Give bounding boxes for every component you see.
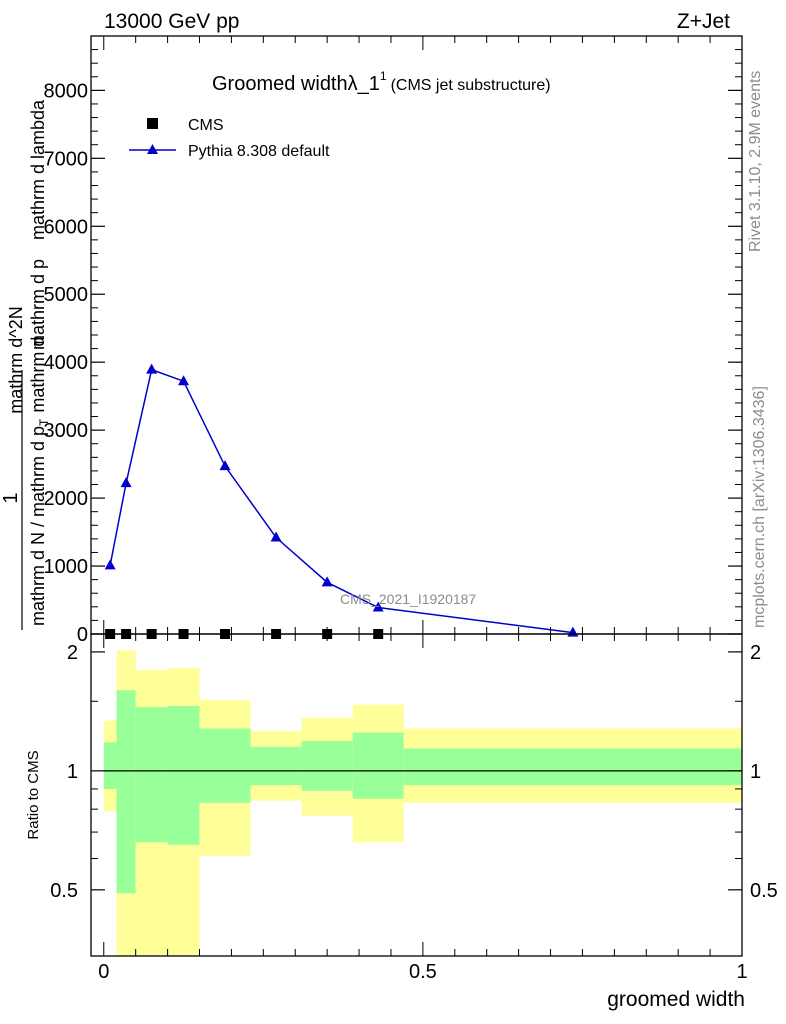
ratio-y-label: Ratio to CMS — [25, 750, 42, 839]
ratio-xtick-label-1: 0.5 — [409, 961, 437, 983]
plot-title-subtitle: (CMS jet substructure) — [391, 77, 551, 94]
plot-title: Groomed widthλ_11 (CMS jet substructure) — [212, 69, 551, 95]
pythia-point-6 — [321, 576, 333, 587]
ratio-inner-band-3 — [167, 705, 200, 845]
main-ytick-label-0: 0 — [77, 624, 88, 646]
legend-pythia-label: Pythia 8.308 default — [188, 143, 330, 160]
ratio-inner-band-6 — [301, 741, 353, 791]
pythia-point-2 — [146, 363, 158, 374]
header-process-label: Z+Jet — [677, 10, 730, 33]
main-ytick-label-8: 8000 — [44, 80, 89, 102]
pythia-point-4 — [219, 460, 231, 471]
ratio-panel-marks — [103, 650, 742, 956]
ratio-xtick-label-2: 1 — [736, 961, 747, 983]
y-label-denominator-sub: T — [37, 418, 51, 426]
ratio-inner-band-5 — [250, 746, 302, 786]
x-axis-label: groomed width — [607, 988, 745, 1011]
legend-pythia-marker — [147, 144, 158, 154]
main-ytick-label-1: 1000 — [44, 556, 89, 578]
ratio-ytick-label-left-1: 1 — [67, 761, 78, 783]
main-ytick-label-2: 2000 — [44, 488, 89, 510]
ratio-ytick-label-right-0: 0.5 — [750, 880, 778, 902]
y-label-denominator: mathrm d N / mathrm d pTmathrm d — [28, 337, 51, 626]
ratio-inner-band-2 — [135, 707, 168, 843]
pythia-point-3 — [178, 375, 190, 386]
plot-title-main: Groomed widthλ_1 — [212, 73, 380, 95]
ratio-inner-band-1 — [116, 690, 136, 894]
mcplots-label: mcplots.cern.ch [arXiv:1306.3436] — [751, 386, 768, 628]
ratio-ytick-label-left-0: 0.5 — [50, 880, 78, 902]
y-label-top-extra: mathrm d lambda — [28, 99, 48, 240]
main-ytick-label-6: 6000 — [44, 216, 89, 238]
pythia-point-0 — [104, 559, 116, 570]
pythia-point-5 — [270, 531, 282, 542]
y-label-overlap: mathrm d — [28, 337, 48, 413]
y-label-top: mathrm d^2N — [6, 306, 26, 413]
ratio-inner-band-7 — [352, 732, 404, 799]
ratio-xtick-label-0: 0 — [98, 961, 109, 983]
ratio-inner-band-4 — [199, 728, 251, 803]
y-label-denominator-text: mathrm d N / mathrm d p — [28, 426, 48, 626]
y-label-top-sub: mathrm d p — [28, 259, 48, 350]
y-label-numerator: 1 — [0, 492, 22, 503]
analysis-label: CMS_2021_I1920187 — [340, 591, 476, 607]
main-ytick-label-7: 7000 — [44, 148, 89, 170]
ratio-ytick-label-right-1: 1 — [750, 761, 761, 783]
legend-cms-label: CMS — [188, 117, 224, 134]
main-ytick-label-4: 4000 — [44, 352, 89, 374]
legend-cms-marker — [147, 118, 158, 129]
main-ytick-label-3: 3000 — [44, 420, 89, 442]
ratio-ytick-label-right-2: 2 — [750, 642, 761, 664]
ratio-ytick-label-left-2: 2 — [67, 642, 78, 664]
main-ytick-label-5: 5000 — [44, 284, 89, 306]
header-energy-label: 13000 GeV pp — [104, 10, 239, 33]
pythia-point-7 — [372, 601, 384, 612]
axes-ticks: 0 1000 2000 3000 4000 5000 6000 7000 8000 0 0.5 1 0.… — [44, 36, 778, 983]
rivet-version-label: Rivet 3.1.10, 2.9M events — [747, 71, 764, 252]
plot-title-superscript: 1 — [380, 69, 387, 83]
ratio-inner-band-8 — [403, 748, 742, 786]
ratio-inner-band-0 — [103, 742, 117, 789]
pythia-point-1 — [120, 477, 132, 488]
ratio-panel-frame — [90, 633, 743, 957]
